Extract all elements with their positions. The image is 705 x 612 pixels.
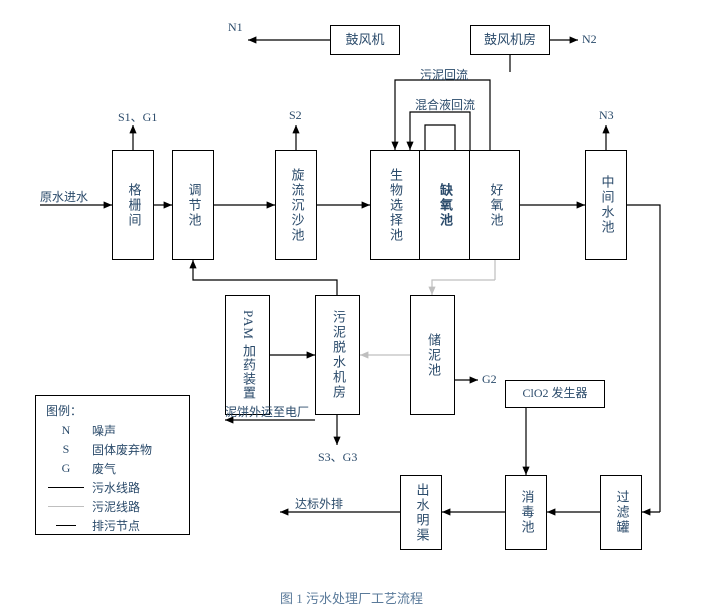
legend-row: 污水线路 (46, 479, 179, 495)
box-screen-room: 格栅间 (112, 150, 154, 260)
box-pam-device: PAM 加药装置 (225, 295, 270, 415)
legend-row: G 废气 (46, 460, 179, 476)
box-anoxic: 缺氧池 (420, 150, 470, 260)
box-adjust-tank: 调节池 (172, 150, 214, 260)
label-n1: N1 (228, 20, 243, 35)
label-raw-water: 原水进水 (40, 188, 88, 205)
legend: 图例： N 噪声 S 固体废弃物 G 废气 污水线路 污泥线路 排污节点 (35, 395, 190, 535)
label-s2: S2 (289, 108, 302, 123)
legend-row: 污泥线路 (46, 498, 179, 514)
label-g2: G2 (482, 372, 497, 387)
figure-caption: 图 1 污水处理厂工艺流程 (280, 588, 423, 607)
legend-row: N 噪声 (46, 422, 179, 438)
box-clo2: ClO2 发生器 (505, 380, 605, 408)
label-s1g1: S1、G1 (118, 108, 157, 125)
label-n3: N3 (599, 108, 614, 123)
box-disinfect: 消毒池 (505, 475, 547, 550)
box-blower-room: 鼓风机房 (470, 25, 550, 55)
legend-row: S 固体废弃物 (46, 441, 179, 457)
label-s3g3: S3、G3 (318, 448, 357, 465)
label-sludge-return: 污泥回流 (420, 66, 468, 83)
box-outlet-sump: 出水明渠 (400, 475, 442, 550)
label-discharge: 达标外排 (295, 495, 343, 512)
box-sludge-dewater: 污泥脱水机房 (315, 295, 360, 415)
box-aerobic: 好氧池 (470, 150, 520, 260)
label-cake-export: 泥饼外运至电厂 (225, 403, 309, 420)
box-inter-pool: 中间水池 (585, 150, 627, 260)
label-mixed-return: 混合液回流 (415, 96, 475, 113)
label-n2: N2 (582, 32, 597, 47)
box-blower: 鼓风机 (330, 25, 400, 55)
legend-title: 图例： (46, 402, 179, 419)
box-grit-chamber: 旋流沉沙池 (275, 150, 317, 260)
box-sludge-store: 储泥池 (410, 295, 455, 415)
box-bio-select: 生物选择池 (370, 150, 420, 260)
legend-row: 排污节点 (46, 517, 179, 533)
box-filter-tank: 过滤罐 (600, 475, 642, 550)
